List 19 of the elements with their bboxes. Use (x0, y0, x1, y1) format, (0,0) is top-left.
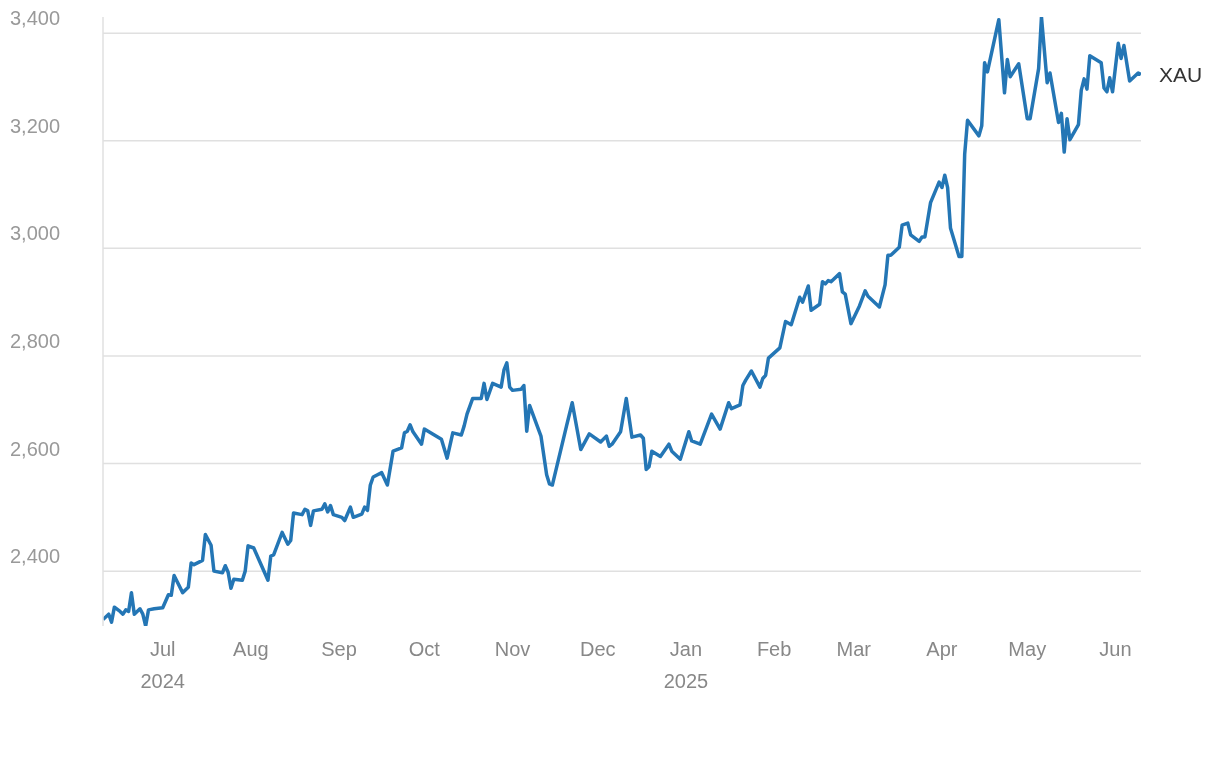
y-tick-label: 2,800 (10, 329, 61, 352)
y-tick-label: 2,400 (10, 545, 61, 568)
y-tick-label: 3,000 (10, 222, 61, 245)
x-tick-label: May (1008, 638, 1047, 660)
x-tick-label: Apr (926, 638, 958, 660)
y-tick-label: 2,600 (10, 437, 61, 460)
x-tick-label: Dec (580, 638, 616, 660)
series-label: XAU (1159, 62, 1203, 86)
x-tick-label: Sep (321, 638, 357, 660)
x-tick-label: Feb (756, 638, 792, 660)
x-tick-label: Oct (408, 638, 441, 660)
x-tick-label: Aug (233, 638, 269, 660)
y-tick-label: 3,400 (10, 7, 61, 30)
x-tick-label: Jul 2024 (140, 638, 185, 692)
y-tick-label: 3,200 (10, 114, 61, 137)
x-tick-label: Jan 2025 (663, 638, 709, 692)
x-tick-label: Jun (1099, 638, 1132, 660)
x-tick-label: Nov (494, 638, 531, 660)
x-tick-label: Mar (836, 638, 872, 660)
